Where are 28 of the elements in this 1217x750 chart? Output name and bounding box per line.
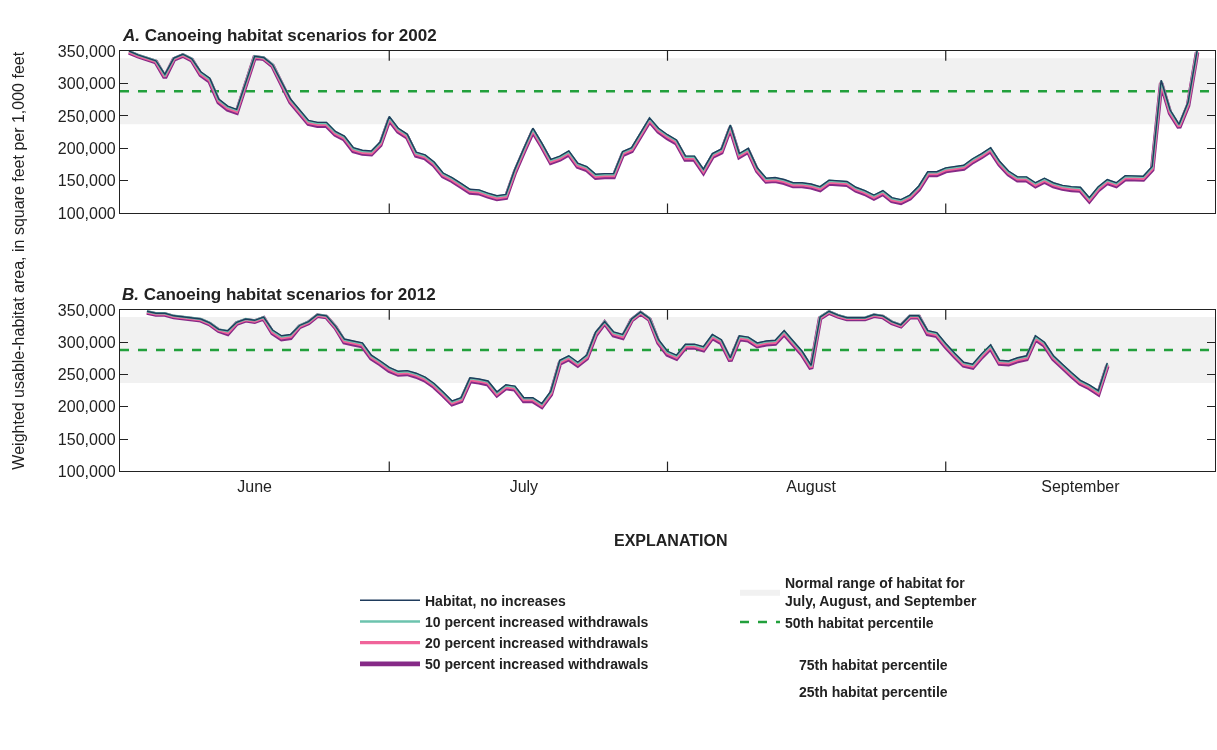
y-tick-label: 200,000 [57,398,116,416]
legend-title: EXPLANATION [614,532,728,549]
chart-title: B. Canoeing habitat scenarios for 2012 [122,285,436,304]
legend-label: 20 percent increased withdrawals [425,635,649,652]
text: 25th habitat percentile [799,684,948,700]
y-tick-label: 300,000 [57,75,116,93]
legend-label: 50 percent increased withdrawals [425,656,649,673]
y-tick-label: 250,000 [57,366,116,384]
x-tick-label: July [509,477,539,495]
x-tick-label: June [237,477,273,495]
legend-label: Habitat, no increases [425,592,567,609]
y-tick-label: 300,000 [57,333,116,351]
y-axis-title: Weighted usable-habitat area, in square feet per 1,000 feet [10,51,28,470]
x-tick-label: September [1041,477,1121,495]
y-tick-label: 350,000 [57,301,116,319]
chart-title: A. Canoeing habitat scenarios for 2002 [122,26,437,45]
legend-label: Normal range of habitat for July, August, and September [785,575,977,610]
y-tick-label: 250,000 [57,107,116,125]
legend-label: 50th habitat percentile [785,614,934,631]
y-tick-label: 100,000 [57,204,116,222]
y-tick-label: 350,000 [57,42,116,60]
y-tick-label: 100,000 [57,462,116,480]
y-tick-label: 150,000 [57,172,116,190]
y-tick-label: 150,000 [57,430,116,448]
legend-label: 10 percent increased withdrawals [425,613,649,630]
x-tick-label: August [786,477,837,495]
y-tick-label: 200,000 [57,139,116,157]
text: 75th habitat percentile [799,657,948,673]
